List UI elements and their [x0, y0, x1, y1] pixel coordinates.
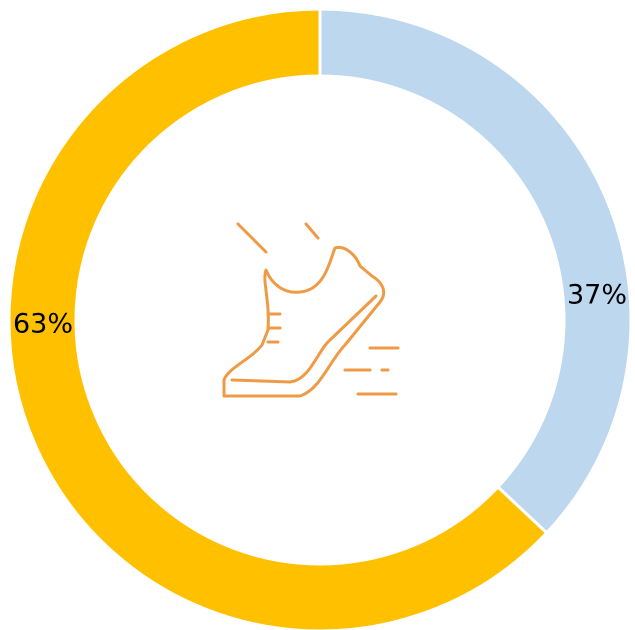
donut-segment — [7, 7, 549, 630]
donut-segment — [318, 7, 633, 536]
shoe-icon — [222, 222, 400, 398]
data-label: 63% — [13, 309, 73, 340]
data-label: 37% — [567, 280, 627, 311]
